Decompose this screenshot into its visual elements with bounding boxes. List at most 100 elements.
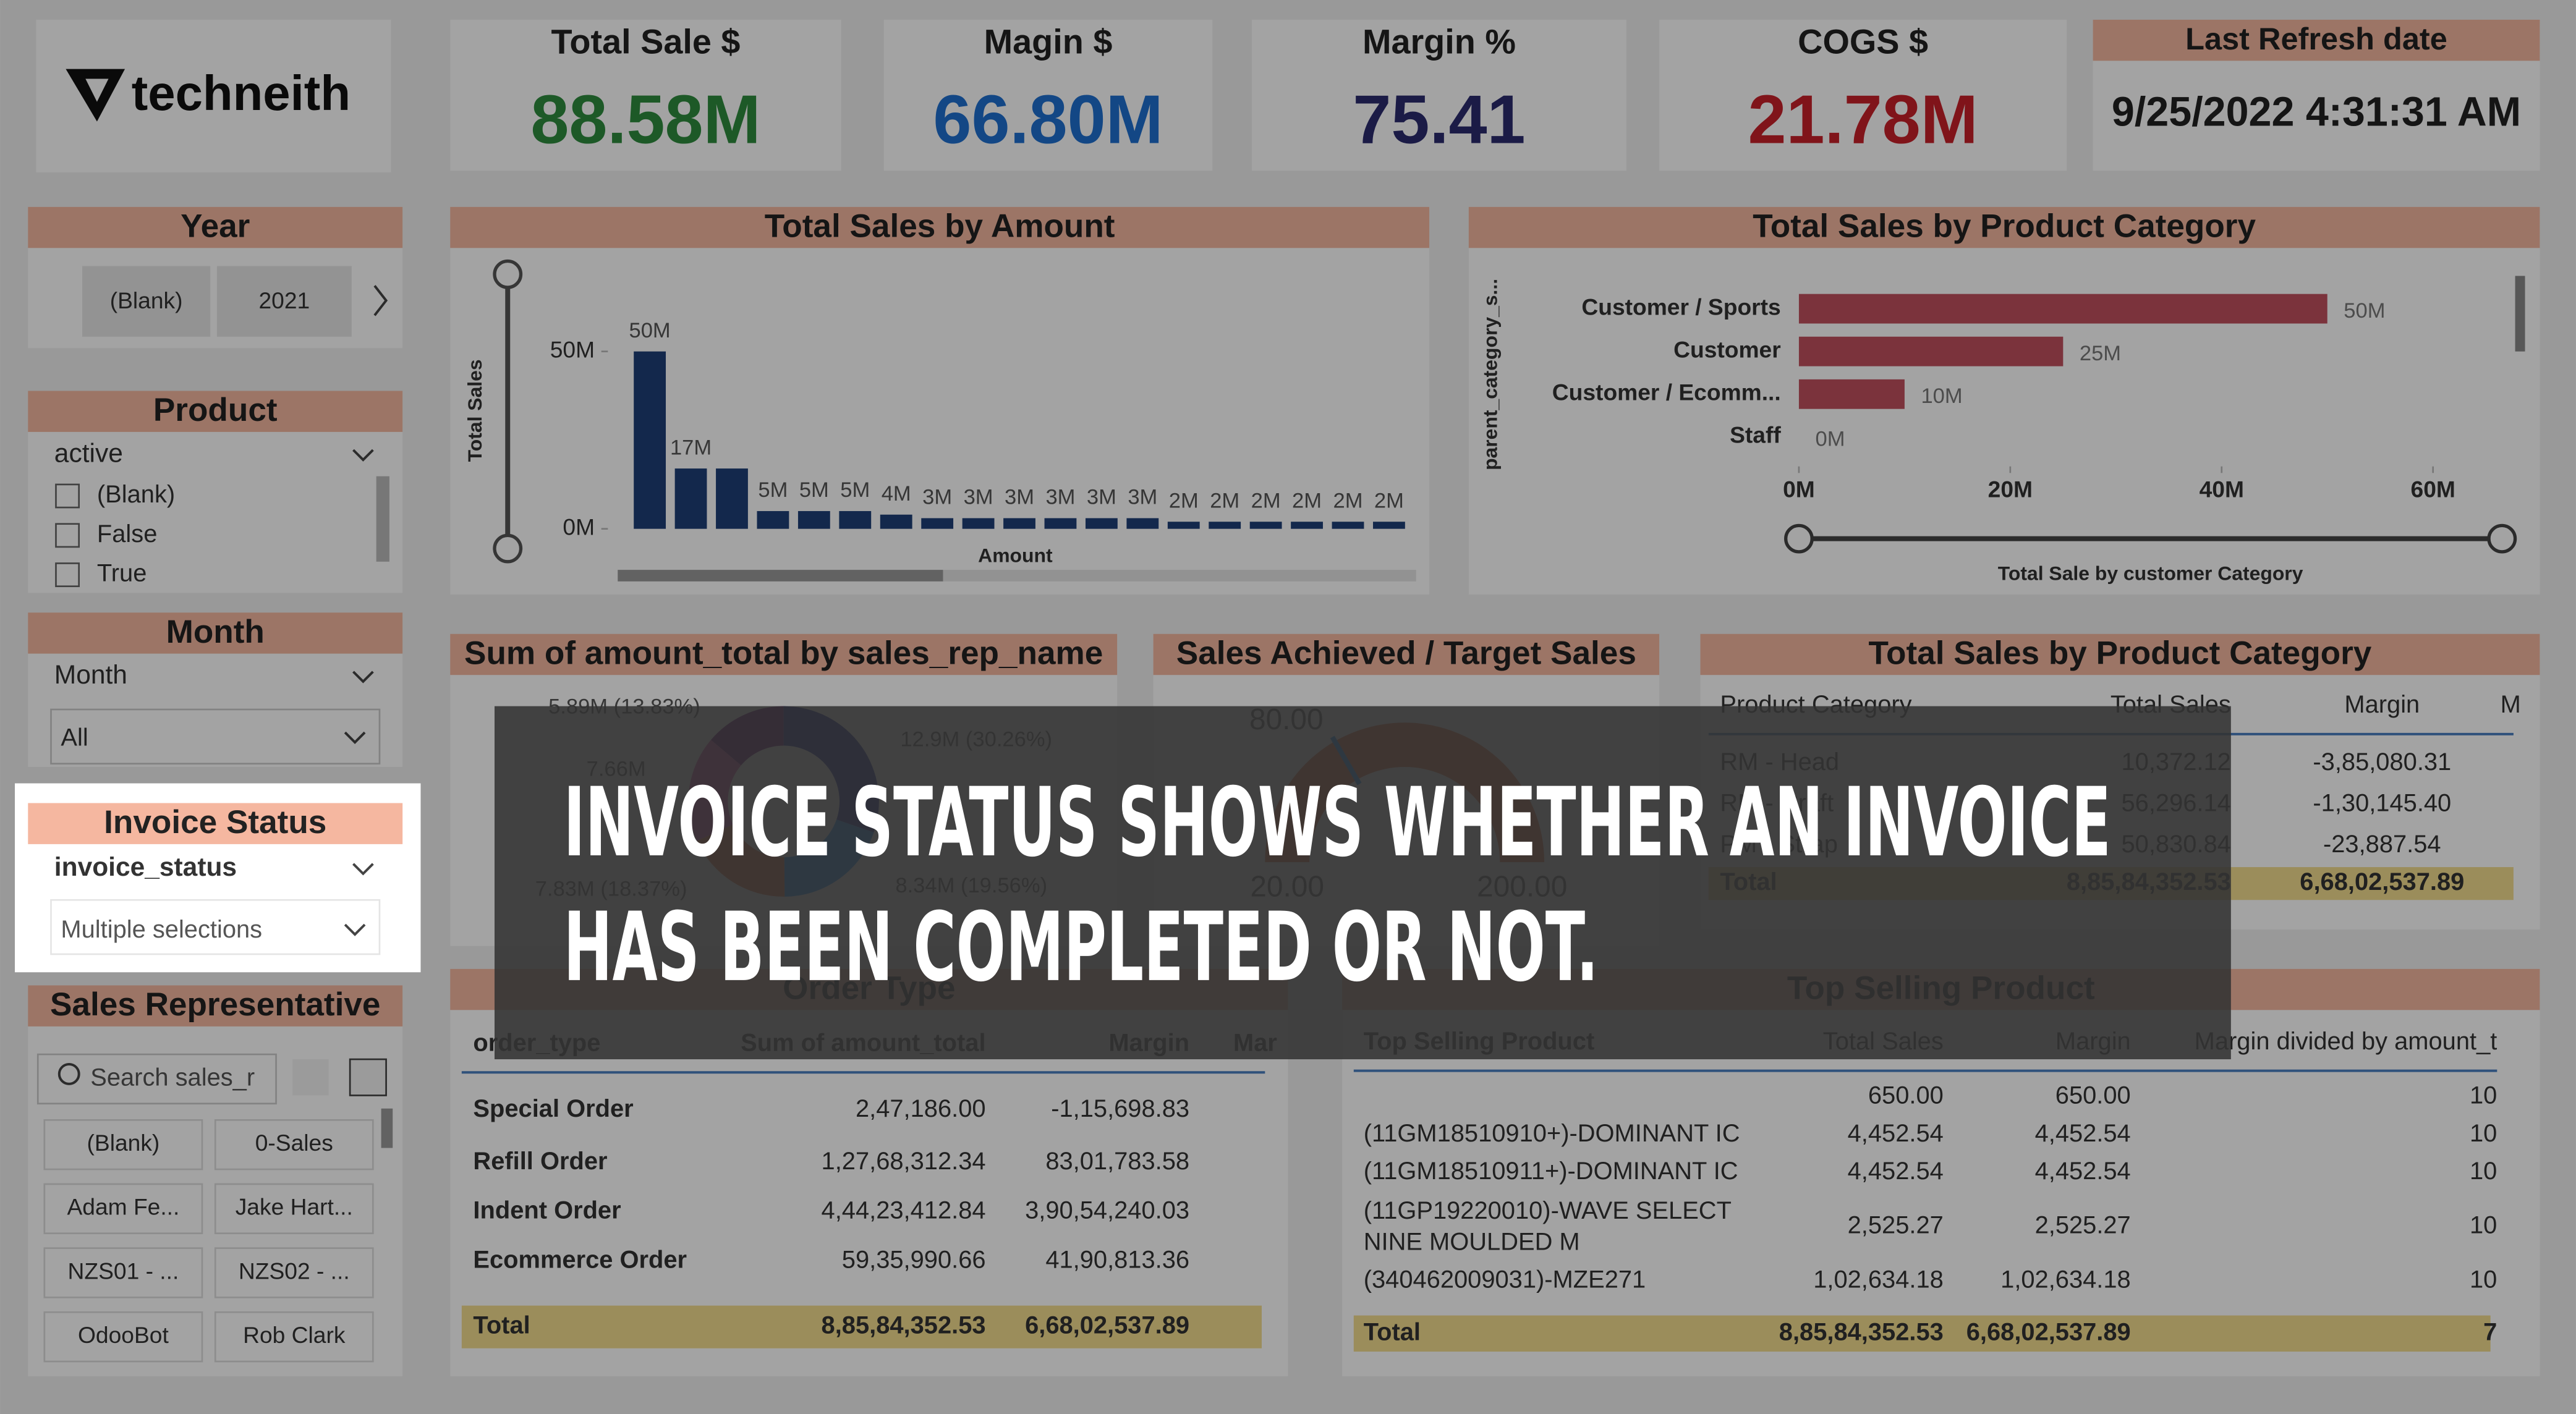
slicer-button (82, 266, 211, 337)
table-cell: -3,85,080.31 (2313, 748, 2451, 776)
panel-header (28, 612, 403, 654)
slider-handle[interactable] (1784, 523, 1814, 554)
bar (1798, 336, 2064, 366)
data-label: 0M (1816, 427, 1845, 451)
table-cell: Indent Order (473, 1197, 621, 1224)
total-row (1353, 1315, 2491, 1352)
kpi-title: Magin $ (984, 22, 1113, 61)
table-cell: 4,452.54 (1848, 1120, 1944, 1147)
scrollbar-thumb (2515, 276, 2525, 352)
panel-title: Total Sales by Amount (765, 208, 1115, 244)
dropdown-value[interactable]: All (61, 724, 88, 751)
slider-handle[interactable] (493, 259, 523, 289)
slicer-option[interactable]: 0-Sales (255, 1130, 333, 1156)
scrollbar (376, 476, 389, 562)
chevron (352, 449, 374, 462)
slicer-option[interactable]: (Blank) (97, 481, 175, 508)
slicer-option[interactable]: False (97, 520, 157, 548)
data-label: 3M (922, 486, 952, 509)
table-cell: 1,02,634.18 (1813, 1266, 1944, 1293)
kpi-title: Margin % (1362, 22, 1516, 61)
scrollbar (381, 1108, 393, 1148)
chevron (352, 671, 374, 684)
select-all-icon (349, 1058, 387, 1096)
slicer-button (43, 1119, 203, 1171)
bar (1085, 518, 1118, 529)
data-label: 2M (1374, 489, 1404, 512)
data-label: 3M (1128, 486, 1157, 509)
cell-line: NINE MOULDED M (1364, 1228, 1580, 1255)
total-cell: 8,85,84,352.53 (1779, 1318, 1944, 1345)
panel-header (1468, 206, 2540, 248)
x-tick-label: 40M (2200, 476, 2244, 502)
bar (1332, 522, 1364, 529)
column-header[interactable]: M (2501, 691, 2521, 718)
slicer-option[interactable]: (Blank) (110, 287, 183, 313)
slider-handle[interactable] (493, 533, 523, 564)
panel (1659, 19, 2067, 171)
slicer-option[interactable]: 2021 (258, 287, 310, 313)
data-label: 50M (2344, 299, 2385, 323)
slicer-option[interactable]: OdooBot (78, 1322, 169, 1348)
bar (1167, 522, 1200, 529)
bar (634, 351, 666, 529)
search-input[interactable]: Search sales_r (90, 1064, 255, 1091)
data-label: 4M (882, 482, 911, 506)
table-cell: (340462009031)-MZE271 (1364, 1266, 1646, 1293)
caption-box (494, 706, 2231, 1060)
clear-icon (292, 1059, 329, 1096)
y-tick-label: Staff (1730, 422, 1781, 448)
bar (1209, 522, 1241, 529)
table-cell: 10 (2470, 1082, 2497, 1109)
data-label: 3M (964, 486, 993, 509)
bar (716, 468, 748, 529)
table-cell: -23,887.54 (2323, 831, 2441, 858)
slicer-option[interactable]: Rob Clark (243, 1322, 346, 1348)
panel-title: Last Refresh date (2185, 21, 2447, 56)
caption-line: HAS BEEN COMPLETED OR NOT. (564, 892, 1599, 1003)
column-header[interactable]: Margin divided by amount_t (2195, 1028, 2497, 1055)
total-cell: Total (473, 1312, 530, 1339)
panel (36, 19, 391, 173)
chevron (352, 863, 374, 876)
data-label: 50M (629, 319, 671, 342)
bar (757, 510, 789, 529)
dropdown (50, 708, 381, 765)
panel (450, 19, 841, 171)
bar (674, 468, 707, 529)
table-cell: Special Order (473, 1095, 633, 1122)
panel-title: Sales Achieved / Target Sales (1176, 635, 1636, 671)
column-header[interactable]: Margin (2344, 691, 2420, 718)
cell-line: (11GP19220010)-WAVE SELECT (1364, 1197, 1732, 1224)
kpi-title: COGS $ (1798, 22, 1928, 61)
checkbox (55, 523, 80, 548)
table-cell: 10 (2470, 1212, 2497, 1239)
dropdown-value[interactable]: Multiple selections (61, 916, 262, 943)
panel-header (450, 633, 1118, 675)
table-cell: 1,27,68,312.34 (822, 1148, 986, 1175)
panel-title: Total Sales by Product Category (1753, 208, 2256, 244)
slicer-option[interactable]: NZS01 - ... (68, 1258, 179, 1284)
slider-handle[interactable] (2487, 523, 2517, 554)
y-tick-label: 50M (550, 337, 595, 363)
slicer-option[interactable]: True (97, 560, 147, 587)
content: techneith Total Sale $ 88.58M Magin $ 66.80M… (28, 19, 2540, 1376)
total-cell: Total (1364, 1318, 1421, 1345)
bar (962, 518, 995, 529)
axis-title: Amount (978, 544, 1053, 566)
slicer-button (43, 1183, 203, 1235)
bar (1044, 518, 1077, 529)
slicer-option[interactable]: Adam Fe... (67, 1194, 179, 1220)
axis-title: Total Sale by customer Category (1998, 562, 2303, 585)
y-tick-label: 0M (563, 514, 595, 540)
slicer-option[interactable]: NZS02 - ... (239, 1258, 350, 1284)
slicer-option[interactable]: Jake Hart... (236, 1194, 353, 1220)
slicer-option[interactable]: (Blank) (87, 1130, 160, 1156)
table-cell: 4,452.54 (1848, 1158, 1944, 1185)
y-tick-label: Customer (1673, 337, 1781, 363)
panel-title: Sales Representative (50, 986, 381, 1023)
panel-title: Total Sales by Product Category (1869, 635, 2372, 671)
table-cell: 10 (2470, 1158, 2497, 1185)
panel-title: Invoice Status (104, 804, 326, 840)
chevron (344, 731, 366, 744)
